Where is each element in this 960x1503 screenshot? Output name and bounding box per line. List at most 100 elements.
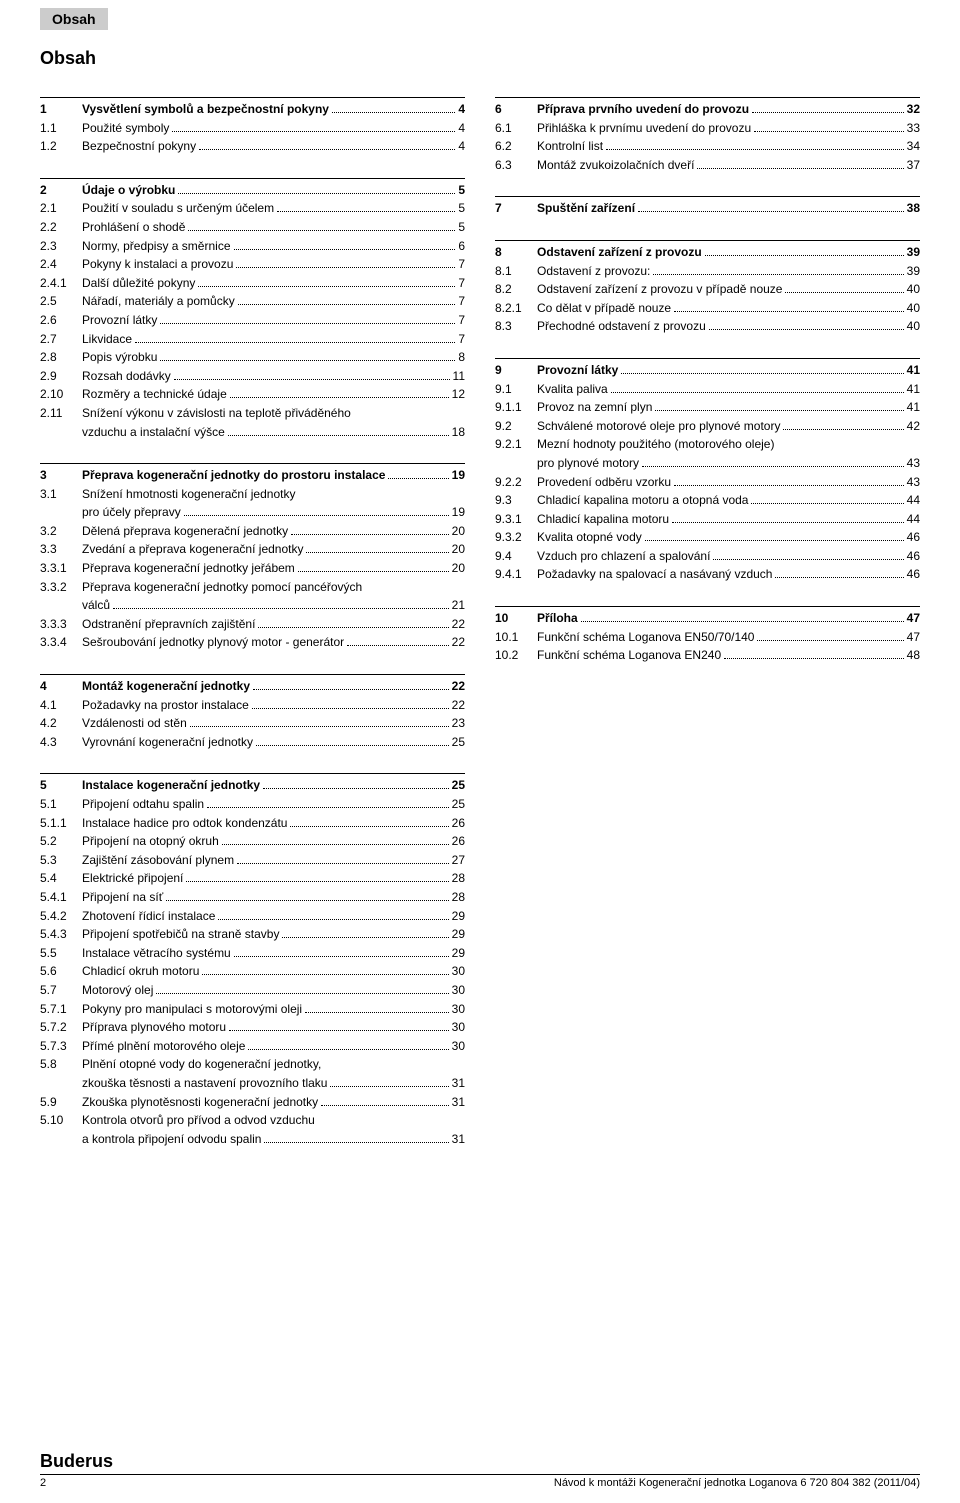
- toc-leader-dots: [238, 297, 456, 305]
- toc-title: Instalace větracího systému: [82, 944, 231, 963]
- toc-leader-dots: [237, 855, 449, 863]
- toc-item-row: 1.2Bezpečnostní pokyny4: [40, 137, 465, 156]
- section-divider: [40, 97, 465, 98]
- toc-leader-dots: [174, 371, 450, 379]
- toc-title: Provedení odběru vzorku: [537, 473, 671, 492]
- toc-leader-dots: [332, 105, 455, 113]
- toc-number: 3.3.4: [40, 633, 82, 652]
- toc-item-row: 8.1Odstavení z provozu:39: [495, 262, 920, 281]
- toc-page: 31: [452, 1130, 465, 1149]
- toc-leader-dots: [653, 266, 903, 274]
- toc-item-row: 5.3Zajištění zásobování plynem27: [40, 851, 465, 870]
- toc-page: 22: [452, 696, 465, 715]
- toc-leader-dots: [611, 384, 904, 392]
- toc-number: 5.9: [40, 1093, 82, 1112]
- toc-title: Přihláška k prvnímu uvedení do provozu: [537, 119, 751, 138]
- toc-item-row: 2.5Nářadí, materiály a pomůcky7: [40, 292, 465, 311]
- toc-item-row: 10.1Funkční schéma Loganova EN50/70/1404…: [495, 628, 920, 647]
- toc-leader-dots: [638, 204, 904, 212]
- toc-page: 32: [907, 100, 920, 119]
- toc-leader-dots: [230, 390, 449, 398]
- section-divider: [40, 773, 465, 774]
- toc-item-row: 9.4.1Požadavky na spalovací a nasávaný v…: [495, 565, 920, 584]
- toc-page: 48: [907, 646, 920, 665]
- toc-title: Chladicí okruh motoru: [82, 962, 199, 981]
- toc-title: Likvidace: [82, 330, 132, 349]
- toc-title: Údaje o výrobku: [82, 181, 175, 200]
- toc-page: 40: [907, 299, 920, 318]
- toc-item-row: 9.3.2Kvalita otopné vody46: [495, 528, 920, 547]
- toc-item-row: 2.4Pokyny k instalaci a provozu7: [40, 255, 465, 274]
- section-divider: [40, 463, 465, 464]
- toc-page: 27: [452, 851, 465, 870]
- toc-title: Kontrolní list: [537, 137, 603, 156]
- section-divider: [495, 358, 920, 359]
- toc-leader-dots: [264, 1134, 448, 1142]
- toc-section: 7Spuštění zařízení38: [495, 196, 920, 218]
- toc-section: 10Příloha4710.1Funkční schéma Loganova E…: [495, 606, 920, 665]
- toc-number: 6.3: [495, 156, 537, 175]
- toc-page: 41: [907, 398, 920, 417]
- toc-item-row: 5.4.1Připojení na síť28: [40, 888, 465, 907]
- section-divider: [40, 178, 465, 179]
- toc-leader-dots: [606, 142, 904, 150]
- toc-title: Kvalita otopné vody: [537, 528, 642, 547]
- toc-item-row: 8.2Odstavení zařízení z provozu v případ…: [495, 280, 920, 299]
- toc-number: 3.2: [40, 522, 82, 541]
- toc-item-row: 8.2.1Co dělat v případě nouze40: [495, 299, 920, 318]
- toc-title-line: zkouška těsnosti a nastavení provozního …: [82, 1074, 327, 1093]
- toc-number: 3.1: [40, 485, 82, 504]
- toc-leader-dots: [199, 142, 455, 150]
- toc-page: 47: [907, 609, 920, 628]
- toc-number: 2.7: [40, 330, 82, 349]
- toc-number: 8: [495, 243, 537, 262]
- toc-page: 4: [458, 119, 465, 138]
- toc-number: 4.2: [40, 714, 82, 733]
- toc-item-row: 8.3Přechodné odstavení z provozu40: [495, 317, 920, 336]
- toc-number: 5.10: [40, 1111, 82, 1130]
- toc-page: 46: [907, 528, 920, 547]
- toc-section: 9Provozní látky419.1Kvalita paliva419.1.…: [495, 358, 920, 584]
- toc-number: 5.4: [40, 869, 82, 888]
- toc-item-row: 5.4.3Připojení spotřebičů na straně stav…: [40, 925, 465, 944]
- toc-page: 31: [452, 1074, 465, 1093]
- toc-leader-dots: [581, 614, 904, 622]
- toc-number: 9.4.1: [495, 565, 537, 584]
- toc-number: 3.3: [40, 540, 82, 559]
- toc-leader-dots: [752, 105, 904, 113]
- toc-item-row: 6.3Montáž zvukoizolačních dveří37: [495, 156, 920, 175]
- toc-leader-dots: [709, 322, 904, 330]
- toc-leader-dots: [277, 204, 455, 212]
- toc-number: 2.11: [40, 404, 82, 423]
- toc-item-row: 5.8Plnění otopné vody do kogenerační jed…: [40, 1055, 465, 1092]
- toc-section: 5Instalace kogenerační jednotky255.1Přip…: [40, 773, 465, 1148]
- toc-item-row: 2.2Prohlášení o shodě5: [40, 218, 465, 237]
- toc-title: Přechodné odstavení z provozu: [537, 317, 706, 336]
- toc-number: 5.5: [40, 944, 82, 963]
- toc-page: 23: [452, 714, 465, 733]
- footer: Buderus 2 Návod k montáži Kogenerační je…: [40, 1451, 920, 1489]
- toc-title: Provoz na zemní plyn: [537, 398, 652, 417]
- toc-column-right: 6Příprava prvního uvedení do provozu326.…: [495, 97, 920, 1170]
- toc-title: Příloha: [537, 609, 578, 628]
- toc-number: 5.6: [40, 962, 82, 981]
- footer-brand: Buderus: [40, 1451, 920, 1472]
- toc-title-line: Snížení výkonu v závislosti na teplotě p…: [82, 404, 465, 423]
- toc-title: Vzduch pro chlazení a spalování: [537, 547, 710, 566]
- toc-title: Odstavení zařízení z provozu: [537, 243, 702, 262]
- toc-leader-dots: [113, 601, 449, 609]
- toc-title: Připojení spotřebičů na straně stavby: [82, 925, 279, 944]
- toc-page: 41: [907, 380, 920, 399]
- toc-title: Normy, předpisy a směrnice: [82, 237, 231, 256]
- header-tab: Obsah: [40, 8, 108, 30]
- toc-title: Odstranění přepravních zajištění: [82, 615, 255, 634]
- toc-page: 46: [907, 565, 920, 584]
- toc-number: 5.8: [40, 1055, 82, 1074]
- toc-leader-dots: [218, 911, 448, 919]
- toc-page: 28: [452, 869, 465, 888]
- toc-title-line: pro plynové motory: [537, 454, 639, 473]
- toc-leader-dots: [202, 967, 448, 975]
- toc-page: 21: [452, 596, 465, 615]
- toc-number: 5.7: [40, 981, 82, 1000]
- toc-title: Montáž zvukoizolačních dveří: [537, 156, 694, 175]
